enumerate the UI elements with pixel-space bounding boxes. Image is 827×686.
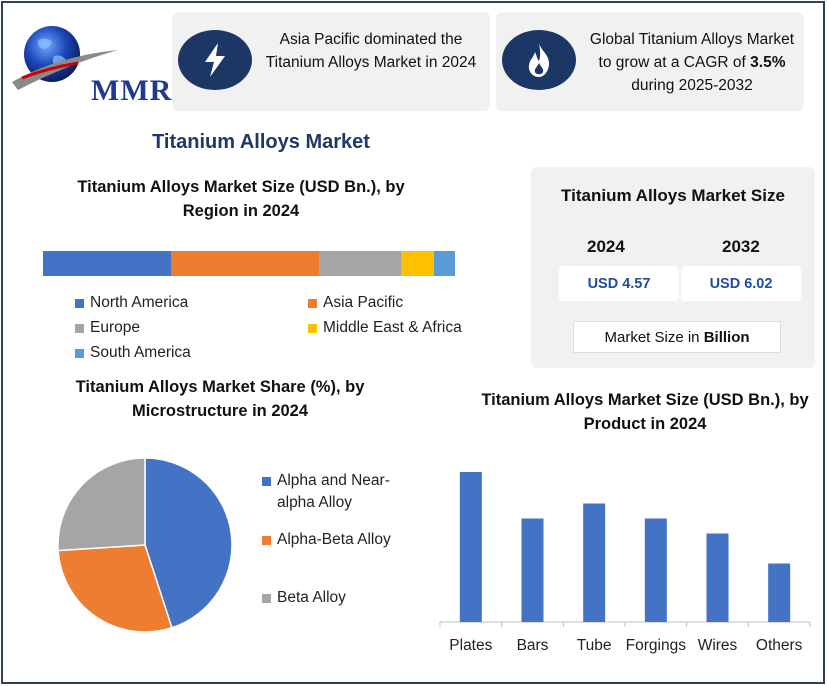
cagr-text-before: Global Titanium Alloys Market to grow at… (589, 31, 795, 71)
legend-label: Europe (90, 319, 140, 336)
pie-slice-alpha-beta-alloy (57, 544, 173, 633)
bar-tube (583, 503, 606, 622)
legend-swatch (262, 594, 271, 603)
globe-icon (12, 26, 118, 90)
mmr-logo: MMR (8, 20, 171, 107)
legend-item-north-america: North America (75, 294, 188, 312)
market-size-title: Titanium Alloys Market Size (561, 186, 785, 205)
bar-forgings (644, 518, 667, 622)
legend-item-alpha-beta-alloy: Alpha-Beta Alloy (262, 529, 412, 551)
highlight-text-region: Asia Pacific dominated the Titanium Allo… (265, 31, 477, 71)
x-tick-label-others: Others (756, 637, 803, 654)
region-segment-europe (319, 251, 402, 276)
legend-label: Middle East & Africa (323, 319, 462, 336)
market-value-2032: USD 6.02 (681, 266, 801, 301)
page-title: Titanium Alloys Market (152, 131, 370, 153)
market-value-2024: USD 4.57 (559, 266, 679, 301)
region-segment-asia-pacific (170, 251, 320, 276)
region-stacked-bar (43, 251, 455, 276)
x-tick-label-bars: Bars (517, 637, 549, 654)
legend-swatch (262, 477, 271, 486)
bar-plates (459, 472, 482, 622)
lightning-icon (178, 30, 252, 90)
legend-label: North America (90, 294, 189, 311)
legend-item-south-america: South America (75, 344, 191, 362)
legend-item-europe: Europe (75, 319, 140, 337)
legend-swatch (75, 298, 84, 308)
highlight-card-cagr: Global Titanium Alloys Market to grow at… (496, 12, 804, 111)
cagr-value: 3.5% (750, 54, 786, 71)
legend-item-middle-east-and-africa: Middle East & Africa (308, 319, 462, 337)
legend-swatch (75, 323, 84, 333)
highlight-card-region: Asia Pacific dominated the Titanium Allo… (172, 12, 490, 111)
legend-swatch (262, 536, 271, 545)
legend-label: Asia Pacific (323, 294, 404, 311)
cagr-text-after: during 2025-2032 (631, 77, 753, 94)
legend-item-beta-alloy: Beta Alloy (262, 587, 412, 609)
market-size-unit-note: Market Size in Billion (573, 321, 781, 353)
bar-bars (521, 518, 544, 622)
x-tick-label-plates: Plates (449, 637, 492, 654)
x-tick-label-forgings: Forgings (626, 637, 687, 654)
fire-icon (502, 30, 576, 90)
unit-note-prefix: Market Size in (604, 328, 704, 346)
highlight-text-cagr: Global Titanium Alloys Market to grow at… (588, 28, 796, 97)
logo-text: MMR (91, 74, 173, 107)
bar-wires (706, 533, 729, 622)
legend-label: Alpha-Beta Alloy (277, 531, 391, 548)
unit-note-bold: Billion (703, 328, 750, 346)
legend-item-asia-pacific: Asia Pacific (308, 294, 403, 312)
region-segment-north-america (43, 251, 171, 276)
region-segment-middle-east-and-africa (401, 251, 435, 276)
pie-slice-alpha-and-near-alpha-alloy (144, 457, 233, 629)
pie-slice-beta-alloy (57, 457, 146, 552)
year-2024: 2024 (587, 237, 625, 256)
legend-swatch (308, 298, 317, 308)
product-chart-title: Titanium Alloys Market Size (USD Bn.), b… (481, 391, 809, 433)
legend-label: Beta Alloy (277, 589, 346, 606)
region-segment-south-america (434, 251, 455, 276)
year-2032: 2032 (722, 237, 760, 256)
region-chart-title: Titanium Alloys Market Size (USD Bn.), b… (77, 178, 405, 220)
legend-label: South America (90, 344, 191, 361)
x-tick-label-wires: Wires (698, 637, 738, 654)
microstructure-pie-chart (57, 457, 233, 633)
bar-others (768, 563, 791, 622)
microstructure-chart-title: Titanium Alloys Market Share (%), by Mic… (75, 378, 365, 420)
legend-label: Alpha and Near-alpha Alloy (277, 472, 390, 511)
legend-swatch (75, 348, 84, 358)
product-bar-chart: Plates Bars Tube Forgings Wires Others (439, 472, 811, 654)
legend-swatch (308, 323, 317, 333)
x-tick-label-tube: Tube (577, 637, 612, 654)
legend-item-alpha-and-near-alpha-alloy: Alpha and Near-alpha Alloy (262, 470, 412, 514)
